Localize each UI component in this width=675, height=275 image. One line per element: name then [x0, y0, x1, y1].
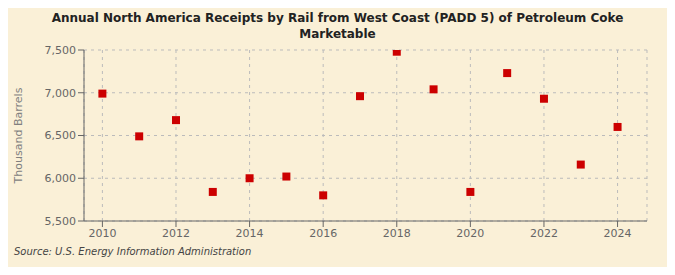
svg-text:2018: 2018: [383, 227, 411, 240]
svg-text:2020: 2020: [456, 227, 484, 240]
svg-text:2012: 2012: [162, 227, 190, 240]
svg-text:7,500: 7,500: [45, 44, 77, 57]
html-text:Source: U.S. Energy Informatio: Source: U.S. Energy Information Administ…: [14, 246, 252, 257]
svg-text:7,000: 7,000: [45, 87, 77, 100]
svg-text:2024: 2024: [604, 227, 632, 240]
svg-text:2010: 2010: [88, 227, 116, 240]
svg-text:6,500: 6,500: [45, 129, 77, 142]
html-text:Marketable: Marketable: [299, 27, 376, 41]
svg-text:2016: 2016: [309, 227, 337, 240]
svg-text:Thousand Barrels: Thousand Barrels: [12, 87, 25, 184]
html-text:Annual North America Receipts: Annual North America Receipts by Rail fr…: [51, 11, 624, 25]
svg-text:2022: 2022: [530, 227, 558, 240]
svg-text:6,000: 6,000: [45, 172, 77, 185]
svg-text:5,500: 5,500: [45, 215, 77, 228]
svg-text:2014: 2014: [236, 227, 264, 240]
